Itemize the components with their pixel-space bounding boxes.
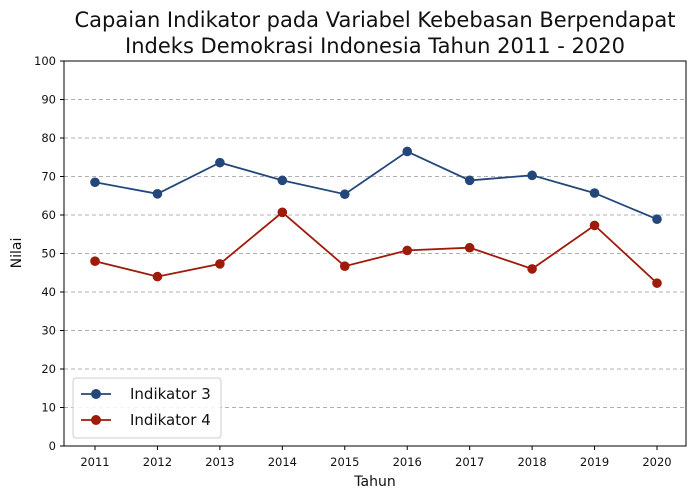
x-axis-label: Tahun: [353, 474, 395, 490]
y-tick-label-80: 80: [41, 131, 56, 145]
x-tick-label-2018: 2018: [517, 455, 546, 469]
data-point-indikator-3-2020: [652, 214, 662, 225]
data-point-indikator-4-2013: [215, 259, 225, 269]
y-tick-label-0: 0: [49, 439, 56, 453]
data-point-indikator-3-2013: [215, 157, 225, 168]
x-tick-label-2019: 2019: [580, 455, 609, 469]
y-gridlines: [64, 99, 686, 408]
x-tick-label-2016: 2016: [393, 455, 422, 469]
series-line-indikator-4: [94, 211, 658, 284]
x-tick-label-2014: 2014: [268, 455, 297, 469]
data-point-indikator-3-2014: [277, 175, 288, 186]
legend-swatch-marker-indikator-3: [91, 389, 101, 399]
x-tick-label-2017: 2017: [455, 455, 484, 469]
y-tick-label-40: 40: [41, 285, 56, 299]
data-point-indikator-3-2011: [90, 177, 100, 188]
y-tick-label-70: 70: [41, 170, 56, 184]
y-tick-label-90: 90: [41, 93, 56, 107]
data-point-indikator-4-2016: [402, 245, 413, 256]
legend-box: [72, 377, 222, 439]
y-axis-label: Nilai: [9, 238, 25, 269]
y-tick-label-60: 60: [41, 208, 56, 222]
data-point-indikator-3-2017: [464, 175, 475, 186]
data-point-indikator-4-2015: [339, 261, 350, 272]
series-lines: [90, 146, 662, 288]
data-point-indikator-3-2012: [152, 189, 163, 199]
x-tick-label-2015: 2015: [330, 455, 359, 469]
data-point-indikator-3-2015: [339, 189, 350, 200]
y-axis-ticks: 0 10 20 30 40 50 60 70 80 90 100: [34, 54, 64, 453]
y-tick-label-30: 30: [41, 324, 56, 338]
data-point-indikator-4-2014: [277, 207, 288, 218]
y-tick-label-50: 50: [41, 247, 56, 261]
series-line-indikator-3: [94, 150, 658, 221]
x-tick-label-2012: 2012: [143, 455, 172, 469]
legend: Indikator 3 Indikator 4: [72, 377, 222, 439]
data-point-indikator-4-2018: [527, 264, 537, 274]
data-point-indikator-3-2019: [589, 188, 600, 198]
data-point-indikator-4-2017: [464, 242, 475, 253]
legend-label-indikator-3: Indikator 3: [130, 385, 211, 403]
y-tick-label-20: 20: [41, 362, 56, 376]
data-point-indikator-3-2016: [402, 146, 413, 157]
y-tick-label-100: 100: [34, 54, 56, 68]
data-point-indikator-4-2011: [90, 256, 100, 267]
data-point-indikator-4-2019: [589, 220, 600, 231]
legend-label-indikator-4: Indikator 4: [130, 411, 211, 429]
data-point-indikator-4-2012: [152, 271, 163, 282]
data-point-indikator-3-2018: [527, 170, 537, 181]
chart-title-line1: Capaian Indikator pada Variabel Kebebasa…: [75, 8, 676, 32]
chart-title-line2: Indeks Demokrasi Indonesia Tahun 2011 - …: [125, 34, 625, 58]
y-tick-label-10: 10: [41, 401, 56, 415]
legend-swatch-marker-indikator-4: [91, 415, 101, 425]
x-axis-ticks: 2011 2012 2013 2014 2015 2016 2017 2018 2019 2020: [80, 446, 672, 469]
data-point-indikator-4-2020: [652, 278, 662, 288]
x-tick-label-2013: 2013: [205, 455, 234, 469]
x-tick-label-2011: 2011: [80, 455, 109, 469]
x-tick-label-2020: 2020: [642, 455, 671, 469]
